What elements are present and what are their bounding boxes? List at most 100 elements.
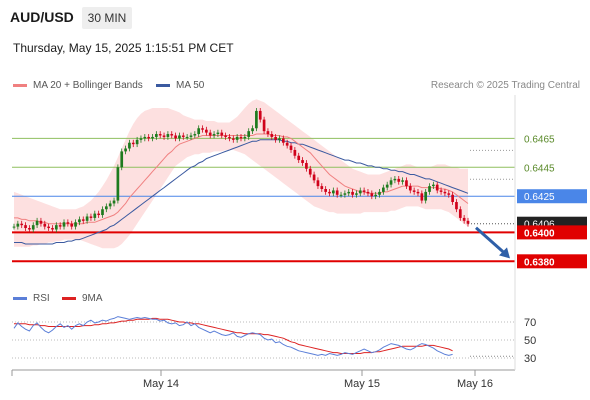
price-label-bg-0.6425	[517, 189, 587, 204]
candle	[328, 191, 331, 194]
candle	[255, 110, 258, 129]
candle	[166, 134, 170, 137]
candle	[235, 136, 239, 140]
ma50-line	[14, 139, 469, 245]
candle	[274, 136, 277, 140]
candle	[189, 135, 193, 137]
candle	[270, 134, 274, 137]
candle	[85, 216, 89, 221]
price-label-0.6406: 0.6406	[524, 220, 555, 231]
candle	[416, 191, 420, 194]
candle	[193, 134, 197, 136]
price-label-0.6445: 0.6445	[524, 163, 555, 174]
candle	[89, 216, 93, 218]
x-tick-May-16: May 16	[457, 378, 493, 390]
candle	[231, 138, 235, 140]
candle	[389, 180, 393, 185]
legend-rsi: RSI	[13, 293, 50, 304]
legend-ma50-label: MA 50	[176, 80, 205, 91]
candle	[212, 134, 216, 136]
candle	[143, 136, 147, 139]
candle	[339, 194, 343, 196]
candle	[58, 225, 62, 227]
candle	[374, 194, 378, 197]
candle	[243, 136, 247, 139]
candle	[62, 222, 66, 227]
price-label-0.6380: 0.6380	[524, 257, 555, 268]
legend-rsi-label: RSI	[33, 293, 50, 304]
projection-arrow	[475, 226, 507, 256]
candle	[316, 180, 320, 187]
candle	[466, 220, 470, 224]
price-label-0.6465: 0.6465	[524, 134, 555, 145]
candle	[197, 128, 201, 135]
candle	[262, 119, 266, 132]
candle	[401, 180, 404, 182]
candle	[320, 186, 324, 189]
candle	[108, 203, 112, 207]
candle	[224, 135, 227, 137]
candle	[178, 135, 181, 139]
candle	[297, 155, 301, 161]
candle	[66, 222, 70, 224]
candle	[412, 190, 416, 192]
x-tick-May-14: May 14	[143, 378, 179, 390]
candle	[443, 191, 447, 194]
candle	[420, 193, 424, 201]
candle	[343, 193, 347, 195]
ma20-swatch	[13, 84, 27, 87]
candle	[397, 178, 401, 182]
candle	[158, 134, 162, 136]
candle	[39, 220, 43, 224]
candle	[74, 222, 77, 227]
candle	[139, 138, 143, 140]
candle	[408, 186, 412, 191]
rsi-ma-swatch	[62, 297, 76, 300]
candle	[228, 136, 231, 139]
candle	[131, 142, 135, 145]
rsi-swatch	[13, 297, 27, 300]
candle	[216, 132, 220, 135]
candle	[347, 191, 351, 194]
candle	[135, 139, 139, 145]
candle	[358, 190, 362, 194]
candle	[331, 190, 335, 194]
candle	[124, 148, 127, 152]
candle	[201, 128, 204, 130]
bollinger-band	[14, 99, 468, 249]
candle	[432, 184, 435, 187]
candle	[301, 160, 304, 163]
candle	[424, 191, 428, 201]
candle	[251, 128, 254, 132]
candle	[370, 193, 374, 197]
price-label-0.6425: 0.6425	[524, 192, 555, 203]
candle	[366, 191, 370, 194]
candle	[93, 213, 97, 218]
candle	[281, 138, 285, 143]
candle	[351, 191, 354, 195]
timeframe-badge[interactable]: 30 MIN	[82, 7, 132, 29]
ma50-swatch	[156, 84, 170, 87]
candle	[104, 206, 108, 210]
rsi-tick-70: 70	[524, 317, 536, 329]
candle	[308, 168, 312, 175]
candle	[120, 151, 124, 168]
legend-rsi-ma-label: 9MA	[82, 293, 103, 304]
candle	[205, 129, 208, 133]
candle	[305, 162, 308, 169]
price-label-bg-0.6380	[517, 254, 587, 269]
candle	[174, 135, 177, 139]
candle	[147, 136, 151, 139]
candle	[439, 190, 443, 192]
candle	[293, 149, 297, 156]
candle	[312, 174, 316, 181]
timestamp: Thursday, May 15, 2025 1:15:51 PM CET	[13, 41, 234, 55]
candle	[428, 186, 431, 192]
legend-ma20-label: MA 20 + Bollinger Bands	[33, 80, 143, 91]
candle	[97, 213, 100, 216]
candle	[462, 217, 466, 221]
candle	[43, 223, 47, 227]
candle	[24, 225, 27, 229]
candle	[47, 226, 50, 229]
